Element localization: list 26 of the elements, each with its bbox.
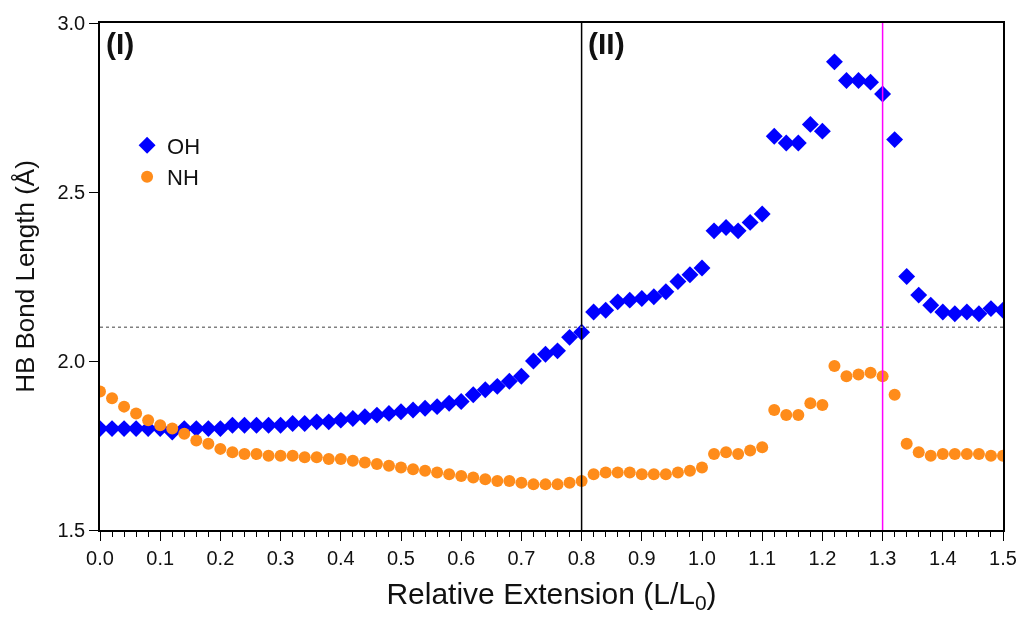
x-tick-label: 0.3 [266, 546, 295, 569]
legend-label: OH [167, 133, 201, 159]
x-tick-label: 0.8 [567, 546, 596, 569]
y-tick-label: 3.0 [57, 12, 86, 34]
x-tick-label: 1.5 [989, 546, 1017, 569]
x-tick-label: 0.0 [86, 546, 114, 569]
x-tick-label: 1.2 [808, 546, 837, 569]
y-tick-label: 1.5 [57, 519, 86, 541]
y-axis-title: HB Bond Length (Å) [10, 160, 41, 393]
x-tick-label: 1.4 [928, 546, 957, 569]
x-tick-label: 0.7 [507, 546, 536, 569]
x-tick-label: 1.0 [688, 546, 716, 569]
legend-label: NH [167, 165, 199, 191]
x-axis-title: Relative Extension (L/L$_{0}$) [386, 576, 717, 615]
annotation: (I) [106, 27, 135, 60]
x-tick-label: 1.3 [868, 546, 897, 569]
x-tick-label: 0.1 [146, 546, 175, 569]
x-tick-label: 0.9 [627, 546, 656, 569]
x-tick-label: 0.2 [206, 546, 235, 569]
y-tick-label: 2.5 [57, 181, 86, 203]
x-tick-label: 0.6 [447, 546, 476, 569]
annotation: (II) [588, 27, 625, 60]
y-tick-label: 2.0 [57, 350, 86, 372]
x-tick-label: 1.1 [748, 546, 777, 569]
x-tick-label: 0.5 [387, 546, 415, 569]
x-tick-label: 0.4 [326, 546, 355, 569]
